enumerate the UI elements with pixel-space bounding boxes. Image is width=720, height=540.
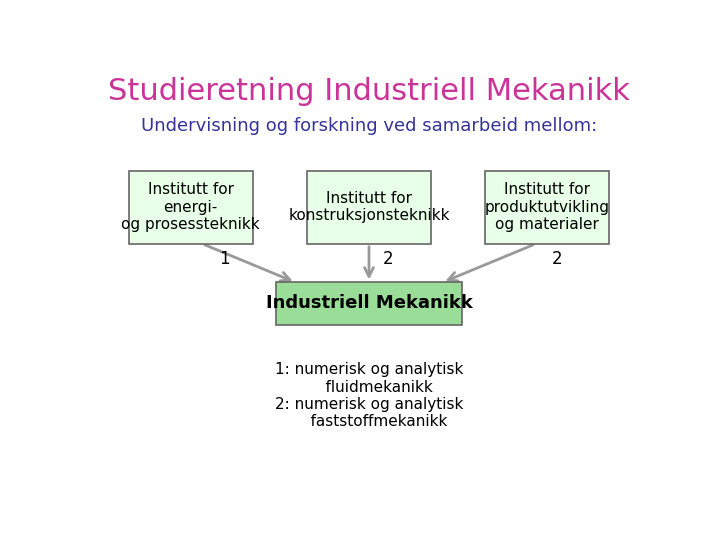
Text: Industriell Mekanikk: Industriell Mekanikk	[266, 294, 472, 313]
Text: 1: numerisk og analytisk
    fluidmekanikk
2: numerisk og analytisk
    faststof: 1: numerisk og analytisk fluidmekanikk 2…	[275, 362, 463, 429]
Text: Institutt for
energi-
og prosessteknikk: Institutt for energi- og prosessteknikk	[122, 183, 260, 232]
Text: Studieretning Industriell Mekanikk: Studieretning Industriell Mekanikk	[108, 77, 630, 106]
Text: Undervisning og forskning ved samarbeid mellom:: Undervisning og forskning ved samarbeid …	[141, 117, 597, 136]
Text: Institutt for
produktutvikling
og materialer: Institutt for produktutvikling og materi…	[485, 183, 610, 232]
FancyBboxPatch shape	[307, 171, 431, 244]
Text: 1: 1	[219, 250, 230, 268]
Text: 2: 2	[383, 250, 394, 268]
FancyBboxPatch shape	[129, 171, 253, 244]
FancyBboxPatch shape	[485, 171, 609, 244]
FancyBboxPatch shape	[276, 282, 462, 325]
Text: 2: 2	[552, 250, 562, 268]
Text: Institutt for
konstruksjonsteknikk: Institutt for konstruksjonsteknikk	[288, 191, 450, 224]
